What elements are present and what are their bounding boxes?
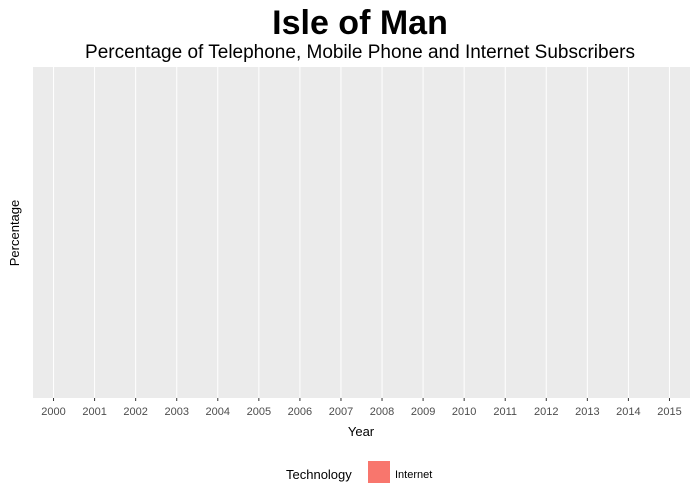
x-tick-label-2012: 2012 (534, 406, 558, 418)
x-tick-label-2008: 2008 (370, 406, 394, 418)
x-tick-label-2011: 2011 (493, 406, 517, 418)
legend-title: Technology (286, 467, 352, 482)
x-tick-label-2000: 2000 (41, 406, 65, 418)
y-axis-title: Percentage (7, 200, 22, 267)
x-tick-label-2014: 2014 (616, 406, 640, 418)
x-tick-label-2007: 2007 (329, 406, 353, 418)
x-tick-label-2003: 2003 (164, 406, 188, 418)
legend: Technology Internet (286, 461, 432, 483)
x-tick-label-2013: 2013 (575, 406, 599, 418)
x-tick-label-2015: 2015 (657, 406, 681, 418)
x-tick-label-2009: 2009 (411, 406, 435, 418)
x-tick-label-2002: 2002 (123, 406, 147, 418)
plot-panel (33, 67, 690, 398)
x-axis-title: Year (348, 424, 375, 439)
x-axis-ticks: 2000 2001 2002 2003 2004 2005 2006 2007 2008 2009… (41, 398, 682, 418)
x-tick-label-2005: 2005 (247, 406, 271, 418)
legend-key-internet (368, 461, 390, 483)
x-tick-label-2004: 2004 (206, 406, 230, 418)
legend-label-internet: Internet (395, 469, 432, 481)
chart-subtitle: Percentage of Telephone, Mobile Phone an… (85, 42, 635, 63)
x-tick-label-2010: 2010 (452, 406, 476, 418)
gridlines (53, 67, 670, 398)
chart-title: Isle of Man (272, 4, 448, 42)
x-tick-label-2001: 2001 (82, 406, 106, 418)
x-tick-label-2006: 2006 (288, 406, 312, 418)
